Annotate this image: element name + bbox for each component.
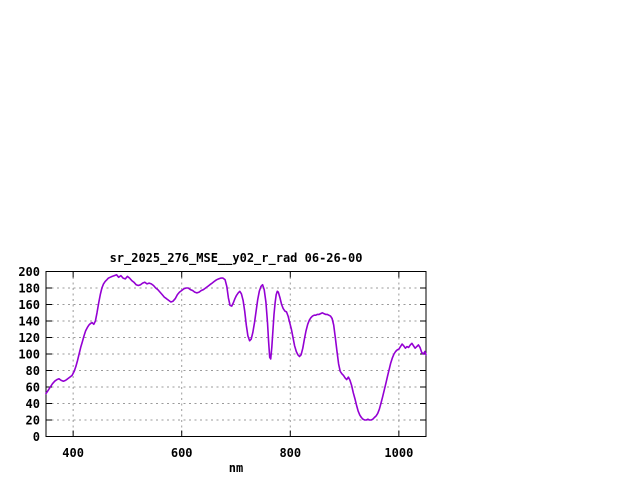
y-axis-tick-labels: 0 20 40 60 80 100 120 140 160 180 200: [18, 265, 40, 444]
y-tick-label: 20: [26, 414, 40, 428]
y-tick-label: 120: [18, 331, 40, 345]
x-axis-tick-labels: 400 600 800 1000: [62, 446, 413, 460]
y-tick-label: 60: [26, 381, 40, 395]
x-tick-label: 1000: [384, 446, 413, 460]
y-tick-label: 40: [26, 397, 40, 411]
chart-title: sr_2025_276_MSE__y02_r_rad 06-26-00: [110, 251, 363, 266]
y-tick-label: 100: [18, 348, 40, 362]
y-tick-label: 140: [18, 315, 40, 329]
x-tick-label: 400: [62, 446, 84, 460]
y-tick-label: 80: [26, 364, 40, 378]
y-tick-label: 200: [18, 265, 40, 279]
x-tick-label: 800: [279, 446, 301, 460]
y-tick-label: 0: [33, 430, 40, 444]
y-tick-label: 180: [18, 282, 40, 296]
spectrum-curve: [45, 273, 427, 421]
x-tick-label: 600: [171, 446, 193, 460]
y-tick-label: 160: [18, 298, 40, 312]
grid-lines: [46, 271, 426, 437]
x-axis-label: nm: [229, 461, 243, 475]
